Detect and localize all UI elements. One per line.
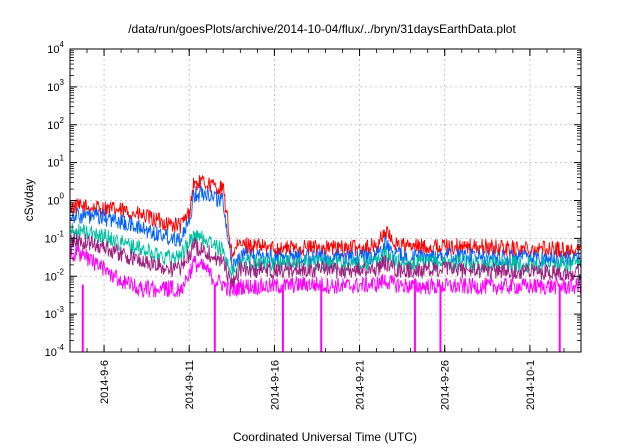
x-tick-label: 2014-9-6 [99,360,111,404]
series-0-line [70,175,581,259]
y-tick-label: 10-2 [45,267,65,283]
series-2-line [70,223,581,278]
chart-title: /data/run/goesPlots/archive/2014-10-04/f… [128,22,516,36]
y-tick-label: 100 [47,192,64,208]
x-tick-label: 2014-9-11 [184,360,196,409]
y-tick-label: 10-1 [45,229,65,245]
series-4-line [70,243,581,299]
series-3-line [70,231,581,290]
series-group [70,175,581,352]
x-tick-label: 2014-10-1 [525,360,537,410]
y-tick-label: 104 [47,40,64,56]
x-tick-label: 2014-9-16 [269,360,281,410]
y-tick-label: 101 [47,154,64,170]
y-tick-label: 10-3 [45,305,65,321]
y-tick-label: 102 [47,116,64,132]
y-tick-label: 103 [47,78,64,94]
y-tick-label: 10-4 [45,343,65,359]
x-tick-label: 2014-9-26 [440,360,452,410]
x-tick-label: 2014-9-21 [355,360,367,410]
ticks: 10-4 10-3 10-2 10-1 100 101 102 103 104 2014-9-6 2… [45,40,582,410]
y-axis-label: cSv/day [22,179,36,222]
x-axis-label: Coordinated Universal Time (UTC) [233,430,417,444]
